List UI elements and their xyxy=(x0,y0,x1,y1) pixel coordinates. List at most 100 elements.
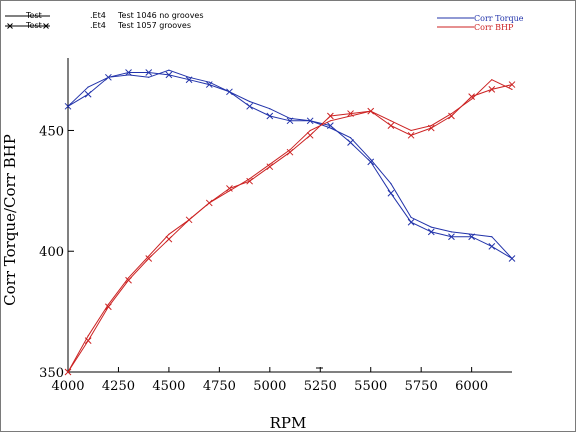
data-point xyxy=(208,81,210,83)
data-point-marker xyxy=(246,177,253,185)
data-point xyxy=(107,303,109,305)
data-point xyxy=(188,76,190,78)
data-point xyxy=(269,163,271,165)
data-point-marker xyxy=(347,110,354,117)
data-point-marker xyxy=(448,112,455,120)
data-point-marker xyxy=(226,185,233,192)
data-point xyxy=(309,129,311,132)
data-point-marker xyxy=(367,158,375,166)
data-point xyxy=(349,137,352,139)
x-tick-label: 5250 xyxy=(304,379,337,394)
y-tick-label: 350 xyxy=(39,366,64,381)
data-point-marker xyxy=(407,131,415,139)
legend-x-marker xyxy=(7,23,13,29)
data-point xyxy=(450,112,453,115)
series-layer xyxy=(64,69,516,376)
y-axis-ticks: 350 400 450 xyxy=(39,124,74,381)
data-point xyxy=(127,74,130,76)
legend-measure-name: Corr Torque xyxy=(474,14,524,23)
data-point xyxy=(471,98,473,100)
data-point-marker xyxy=(165,235,173,243)
data-point xyxy=(269,108,271,110)
data-point-marker xyxy=(387,189,395,197)
series-line xyxy=(67,69,513,259)
data-point-marker xyxy=(125,69,132,76)
data-point xyxy=(349,115,352,117)
data-point xyxy=(511,88,513,90)
data-point-marker xyxy=(327,112,334,120)
data-point xyxy=(148,76,150,78)
data-point xyxy=(390,120,392,122)
data-point-marker xyxy=(84,337,92,344)
x-tick-label: 4000 xyxy=(51,379,84,394)
data-point-marker xyxy=(165,71,173,79)
series-0 xyxy=(67,69,513,260)
data-point xyxy=(148,255,150,257)
data-point xyxy=(370,158,372,161)
x-tick-label: 4500 xyxy=(152,379,185,394)
data-point xyxy=(289,149,291,151)
data-point-marker xyxy=(105,73,112,81)
legend-measure-entry: Corr BHP xyxy=(437,23,514,32)
legend-run-file: .Et4 xyxy=(90,21,106,30)
legend-run-name: Test xyxy=(25,11,42,20)
data-point-marker xyxy=(347,139,354,146)
data-point-marker xyxy=(185,216,193,224)
x-tick-label: 5000 xyxy=(253,379,286,394)
y-tick-label: 400 xyxy=(39,245,64,260)
data-point-marker xyxy=(185,76,193,84)
data-point xyxy=(329,127,331,129)
data-point xyxy=(289,117,291,119)
data-point xyxy=(249,100,251,103)
x-axis-title: RPM xyxy=(270,414,307,432)
data-point-marker xyxy=(367,107,375,115)
series-line xyxy=(67,84,513,373)
data-point-marker xyxy=(286,117,294,125)
data-point xyxy=(471,233,473,235)
data-point xyxy=(390,183,392,185)
data-point-marker xyxy=(306,117,314,125)
data-point-marker xyxy=(407,218,415,226)
legend-run-name: Test xyxy=(25,21,42,30)
x-tick-label: 5500 xyxy=(354,379,387,394)
data-point-marker xyxy=(84,90,92,98)
data-point-marker xyxy=(145,255,153,262)
data-point-marker xyxy=(205,199,213,207)
legend-run-entry: Test .Et4 Test 1046 no grooves xyxy=(5,11,204,20)
data-point xyxy=(410,129,412,132)
data-point-marker xyxy=(468,93,475,100)
data-point-marker xyxy=(286,148,294,156)
legend-run-entry: Test .Et4 Test 1057 grooves xyxy=(5,21,191,30)
legend-x-marker xyxy=(43,23,49,29)
data-point-marker xyxy=(488,243,496,250)
x-tick-label: 5750 xyxy=(405,379,438,394)
series-1 xyxy=(64,69,516,262)
data-point xyxy=(168,233,170,235)
data-point-marker xyxy=(448,233,455,241)
data-point-marker xyxy=(488,86,496,93)
legend-measure-name: Corr BHP xyxy=(474,23,514,32)
data-point-marker xyxy=(427,124,435,132)
data-point-marker xyxy=(226,88,233,96)
legend-run-desc: Test 1057 grooves xyxy=(117,21,191,30)
data-point-marker xyxy=(508,81,516,88)
y-axis-title: Corr Torque/Corr BHP xyxy=(1,134,19,306)
data-point-marker xyxy=(64,102,72,110)
data-point-marker xyxy=(125,276,132,284)
data-point-marker xyxy=(468,233,475,241)
x-tick-label: 6000 xyxy=(455,379,488,394)
series-3 xyxy=(64,81,516,376)
x-tick-label: 4250 xyxy=(102,379,135,394)
data-point-marker xyxy=(105,303,112,311)
data-point xyxy=(491,236,493,238)
data-point-marker xyxy=(387,122,395,129)
data-point-marker xyxy=(205,81,213,88)
legend-run-desc: Test 1046 no grooves xyxy=(117,11,204,20)
data-point-marker xyxy=(266,163,274,171)
data-point-marker xyxy=(427,228,435,236)
data-point xyxy=(329,120,331,122)
data-point xyxy=(450,231,453,233)
data-point xyxy=(87,335,89,337)
